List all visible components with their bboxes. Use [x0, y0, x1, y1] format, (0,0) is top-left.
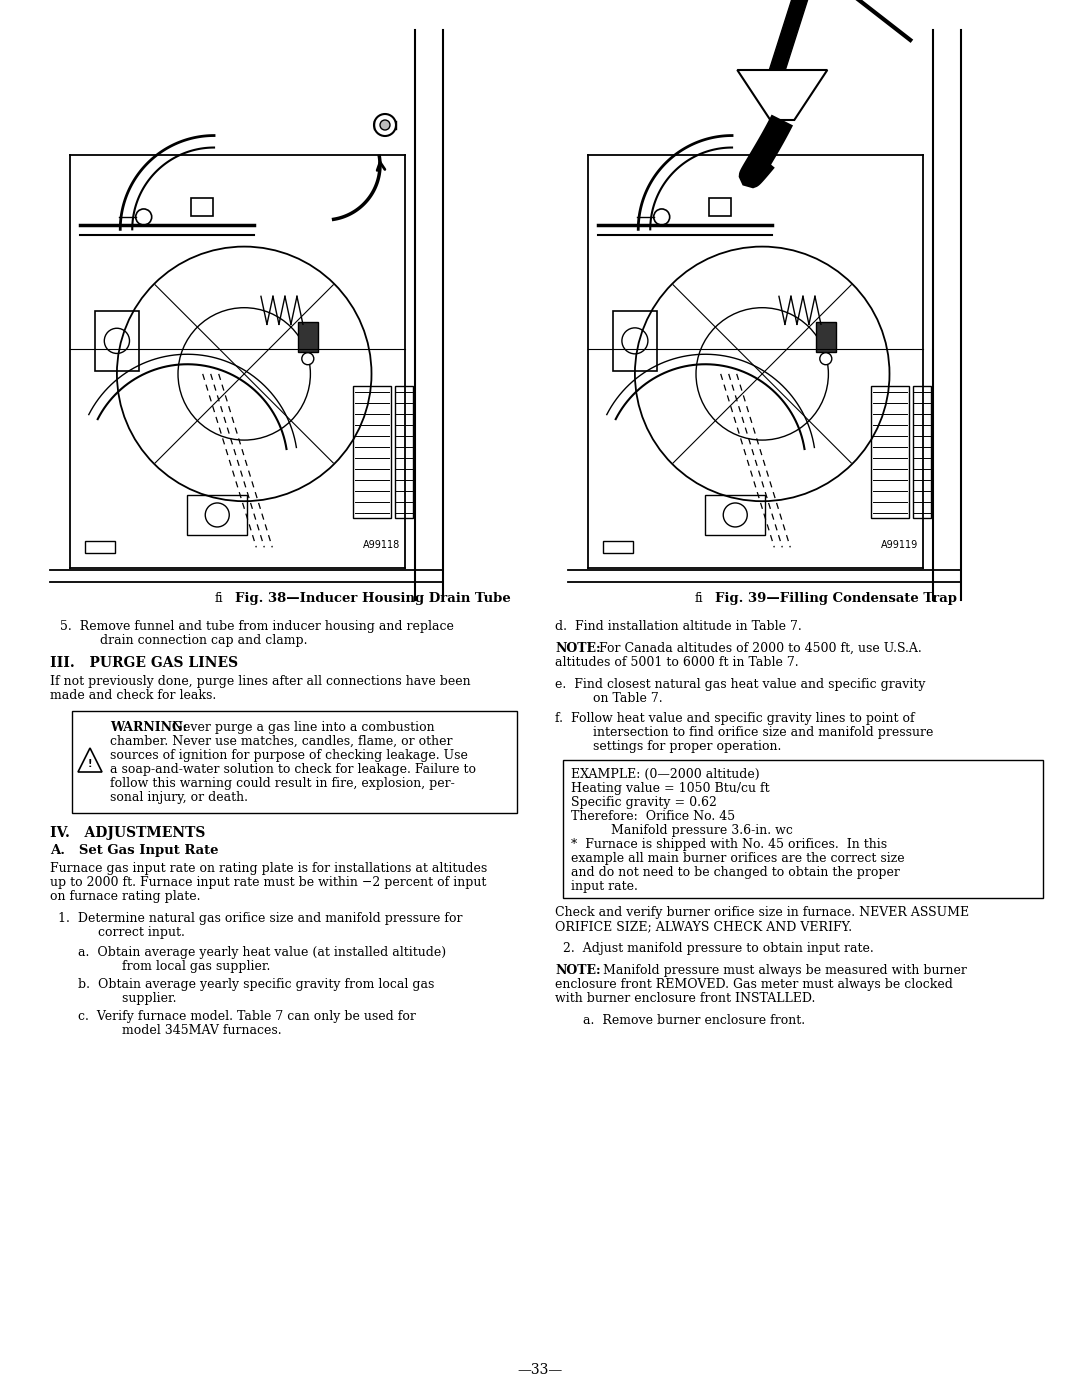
Text: with burner enclosure front INSTALLED.: with burner enclosure front INSTALLED. [555, 992, 815, 1004]
Bar [603, 541, 633, 553]
Text: *  Furnace is shipped with No. 45 orifices.  In this: * Furnace is shipped with No. 45 orifice… [571, 838, 887, 851]
Text: d.  Find installation altitude in Table 7.: d. Find installation altitude in Table 7… [555, 620, 801, 633]
Text: sonal injury, or death.: sonal injury, or death. [110, 791, 248, 805]
Text: Specific gravity = 0.62: Specific gravity = 0.62 [571, 796, 717, 809]
Bar [870, 387, 909, 518]
Text: e.  Find closest natural gas heat value and specific gravity: e. Find closest natural gas heat value a… [555, 678, 926, 692]
Text: drain connection cap and clamp.: drain connection cap and clamp. [80, 634, 308, 647]
Text: EXAMPLE: (0—2000 altitude): EXAMPLE: (0—2000 altitude) [571, 768, 759, 781]
Text: on furnace rating plate.: on furnace rating plate. [50, 890, 201, 902]
Text: ORIFICE SIZE; ALWAYS CHECK AND VERIFY.: ORIFICE SIZE; ALWAYS CHECK AND VERIFY. [555, 921, 852, 933]
Text: c.  Verify furnace model. Table 7 can only be used for: c. Verify furnace model. Table 7 can onl… [78, 1010, 416, 1023]
Text: III.   PURGE GAS LINES: III. PURGE GAS LINES [50, 657, 238, 671]
Text: a soap-and-water solution to check for leakage. Failure to: a soap-and-water solution to check for l… [110, 763, 476, 775]
Text: For Canada altitudes of 2000 to 4500 ft, use U.S.A.: For Canada altitudes of 2000 to 4500 ft,… [595, 643, 921, 655]
Text: fi: fi [696, 592, 704, 605]
Bar [298, 321, 318, 352]
Text: and do not need to be changed to obtain the proper: and do not need to be changed to obtain … [571, 866, 900, 879]
Bar [395, 387, 413, 518]
Text: !: ! [87, 759, 92, 768]
Bar [913, 387, 931, 518]
Text: b.  Obtain average yearly specific gravity from local gas: b. Obtain average yearly specific gravit… [78, 978, 434, 990]
Text: up to 2000 ft. Furnace input rate must be within −2 percent of input: up to 2000 ft. Furnace input rate must b… [50, 876, 486, 888]
Text: Therefore:  Orifice No. 45: Therefore: Orifice No. 45 [571, 810, 735, 823]
Text: follow this warning could result in fire, explosion, per-: follow this warning could result in fire… [110, 777, 455, 789]
Text: enclosure front REMOVED. Gas meter must always be clocked: enclosure front REMOVED. Gas meter must … [555, 978, 953, 990]
Circle shape [301, 352, 314, 365]
Polygon shape [739, 115, 793, 189]
Text: made and check for leaks.: made and check for leaks. [50, 689, 216, 703]
Text: intersection to find orifice size and manifold pressure: intersection to find orifice size and ma… [573, 726, 933, 739]
Bar [187, 495, 247, 535]
Text: example all main burner orifices are the correct size: example all main burner orifices are the… [571, 852, 905, 865]
Bar [563, 760, 1043, 898]
Bar [85, 541, 114, 553]
Text: IV.   ADJUSTMENTS: IV. ADJUSTMENTS [50, 826, 205, 840]
Text: Check and verify burner orifice size in furnace. NEVER ASSUME: Check and verify burner orifice size in … [555, 907, 969, 919]
Bar [353, 387, 391, 518]
Text: 2.  Adjust manifold pressure to obtain input rate.: 2. Adjust manifold pressure to obtain in… [563, 942, 874, 956]
Text: a.  Remove burner enclosure front.: a. Remove burner enclosure front. [583, 1014, 805, 1027]
Text: A99118: A99118 [363, 541, 400, 550]
Circle shape [820, 352, 832, 365]
Polygon shape [738, 70, 827, 120]
Text: Fig. 38—Inducer Housing Drain Tube: Fig. 38—Inducer Housing Drain Tube [235, 592, 511, 605]
Text: Manifold pressure 3.6-in. wc: Manifold pressure 3.6-in. wc [571, 824, 793, 837]
Text: on Table 7.: on Table 7. [573, 692, 663, 705]
Text: input rate.: input rate. [571, 880, 638, 893]
Bar [613, 312, 657, 370]
Text: Fig. 39—Filling Condensate Trap: Fig. 39—Filling Condensate Trap [715, 592, 957, 605]
Text: settings for proper operation.: settings for proper operation. [573, 740, 781, 753]
Text: Heating value = 1050 Btu/cu ft: Heating value = 1050 Btu/cu ft [571, 782, 770, 795]
Text: Furnace gas input rate on rating plate is for installations at altitudes: Furnace gas input rate on rating plate i… [50, 862, 487, 875]
Text: Never purge a gas line into a combustion: Never purge a gas line into a combustion [168, 721, 434, 733]
Text: 1.  Determine natural gas orifice size and manifold pressure for: 1. Determine natural gas orifice size an… [58, 912, 462, 925]
Bar [72, 711, 517, 813]
Circle shape [374, 115, 396, 136]
Text: If not previously done, purge lines after all connections have been: If not previously done, purge lines afte… [50, 675, 471, 687]
Text: A99119: A99119 [881, 541, 918, 550]
Bar [705, 495, 766, 535]
Text: correct input.: correct input. [78, 926, 185, 939]
Bar [190, 198, 213, 217]
Text: a.  Obtain average yearly heat value (at installed altitude): a. Obtain average yearly heat value (at … [78, 946, 446, 958]
Text: NOTE:: NOTE: [555, 643, 600, 655]
Text: chamber. Never use matches, candles, flame, or other: chamber. Never use matches, candles, fla… [110, 735, 453, 747]
Polygon shape [769, 0, 821, 70]
Bar [95, 312, 139, 370]
Text: A.   Set Gas Input Rate: A. Set Gas Input Rate [50, 844, 218, 856]
Text: —33—: —33— [517, 1363, 563, 1377]
Text: supplier.: supplier. [98, 992, 176, 1004]
Text: altitudes of 5001 to 6000 ft in Table 7.: altitudes of 5001 to 6000 ft in Table 7. [555, 657, 798, 669]
Text: sources of ignition for purpose of checking leakage. Use: sources of ignition for purpose of check… [110, 749, 468, 761]
Bar [708, 198, 730, 217]
Text: model 345MAV furnaces.: model 345MAV furnaces. [98, 1024, 282, 1037]
Bar [815, 321, 836, 352]
Circle shape [380, 120, 390, 130]
Text: f.  Follow heat value and specific gravity lines to point of: f. Follow heat value and specific gravit… [555, 712, 915, 725]
Text: NOTE:: NOTE: [555, 964, 600, 977]
Text: WARNING:: WARNING: [110, 721, 187, 733]
Text: Manifold pressure must always be measured with burner: Manifold pressure must always be measure… [595, 964, 967, 977]
Text: fi: fi [215, 592, 224, 605]
Text: from local gas supplier.: from local gas supplier. [98, 960, 270, 972]
Text: 5.  Remove funnel and tube from inducer housing and replace: 5. Remove funnel and tube from inducer h… [60, 620, 454, 633]
